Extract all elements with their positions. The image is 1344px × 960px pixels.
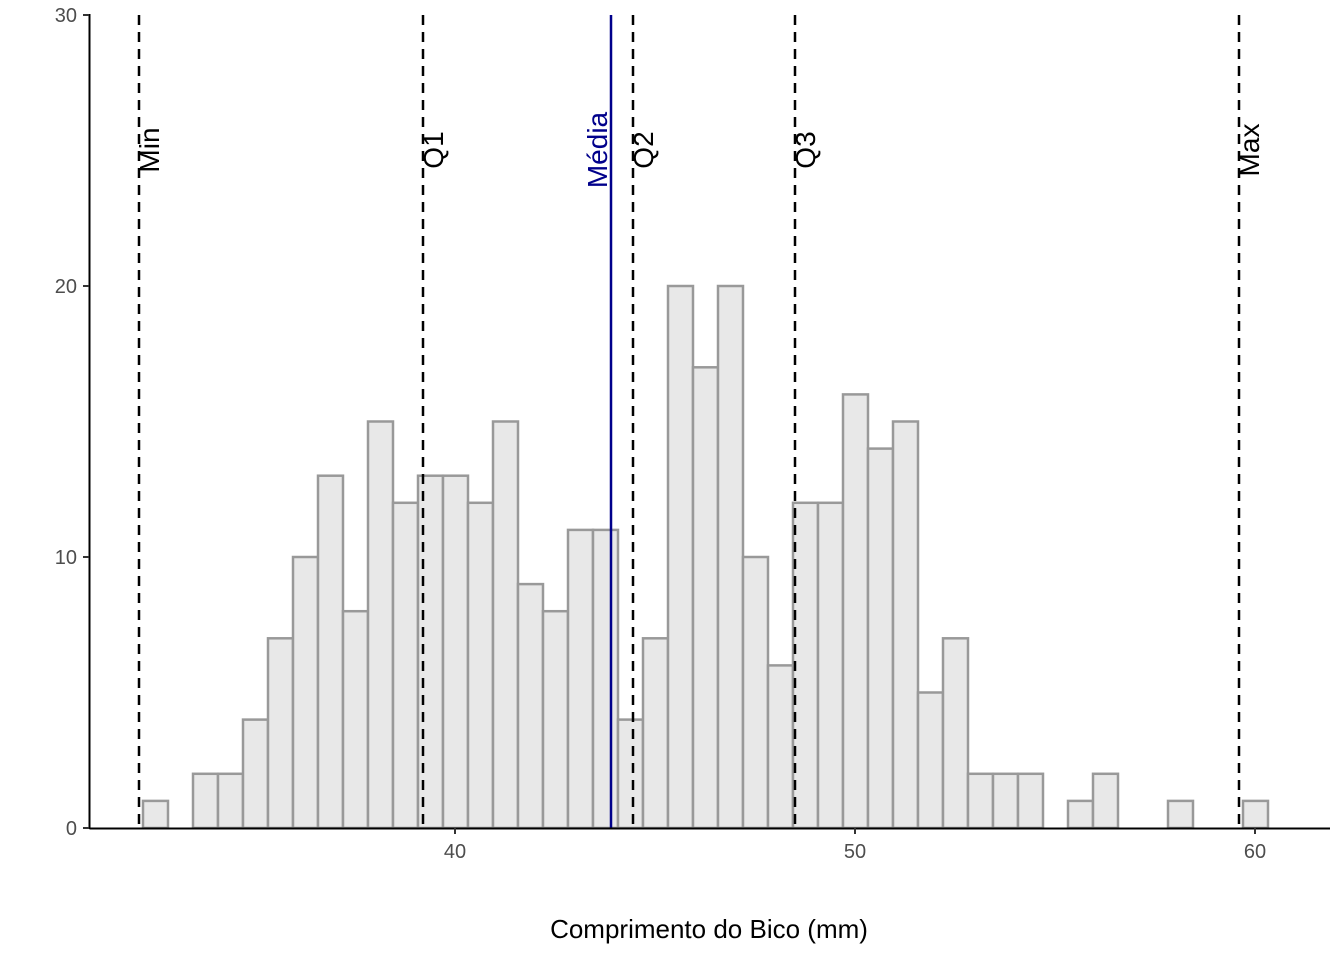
histogram-bar	[466, 501, 495, 830]
axes	[88, 14, 1330, 830]
histogram-bar	[716, 284, 745, 830]
histogram-bar	[441, 474, 470, 830]
y-tick-label: 30	[55, 5, 77, 27]
histogram-bar	[1241, 799, 1270, 830]
histogram-bar	[1016, 772, 1045, 830]
histogram-bar	[316, 474, 345, 830]
histogram-bar	[666, 284, 695, 830]
ref-label-min: Min	[134, 127, 165, 172]
histogram-bar	[191, 772, 220, 830]
histogram-bar	[766, 664, 795, 830]
ref-label-q2: Q2	[628, 131, 659, 168]
histogram-bar	[641, 637, 670, 830]
histogram-bar	[141, 799, 170, 830]
histogram-bar	[616, 718, 645, 830]
histogram-bar	[691, 366, 720, 830]
histogram-bars	[141, 284, 1270, 830]
histogram-bar	[991, 772, 1020, 830]
histogram-bar	[916, 691, 945, 830]
ref-label-q3: Q3	[790, 131, 821, 168]
histogram-bar	[241, 718, 270, 830]
ref-label-media: Média	[582, 111, 613, 188]
histogram-bar	[491, 420, 520, 830]
histogram-bar	[516, 582, 545, 830]
histogram-bar	[216, 772, 245, 830]
histogram-bar	[966, 772, 995, 830]
histogram-bar	[391, 501, 420, 830]
histogram-bar	[291, 555, 320, 830]
x-tick-label: 40	[444, 841, 466, 863]
histogram-bar	[741, 555, 770, 830]
histogram-bar	[366, 420, 395, 830]
histogram-bar	[266, 637, 295, 830]
y-tick-label: 20	[55, 276, 77, 298]
ref-label-max: Max	[1234, 124, 1265, 177]
histogram-bar	[591, 528, 620, 830]
x-axis-title: Comprimento do Bico (mm)	[550, 914, 868, 944]
ref-label-q1: Q1	[418, 131, 449, 168]
histogram-bar	[341, 609, 370, 830]
histogram-bar	[1166, 799, 1195, 830]
x-tick-label: 60	[1244, 841, 1266, 863]
axis-ticks: 0 10 20 30 40 50 60	[55, 5, 1266, 863]
histogram-bar	[841, 393, 870, 830]
histogram-bar	[541, 609, 570, 830]
histogram-bar	[816, 501, 845, 830]
histogram-bar	[891, 420, 920, 830]
x-tick-label: 50	[844, 841, 866, 863]
histogram-bar	[566, 528, 595, 830]
y-tick-label: 0	[66, 818, 77, 840]
histogram-bar	[791, 501, 820, 830]
histogram-bar	[1066, 799, 1095, 830]
histogram-bar	[1091, 772, 1120, 830]
y-tick-label: 10	[55, 547, 77, 569]
reference-lines: Min Q1 Média Q2 Q3 Max	[134, 15, 1265, 828]
histogram-bar	[866, 447, 895, 830]
histogram-bar	[941, 637, 970, 830]
